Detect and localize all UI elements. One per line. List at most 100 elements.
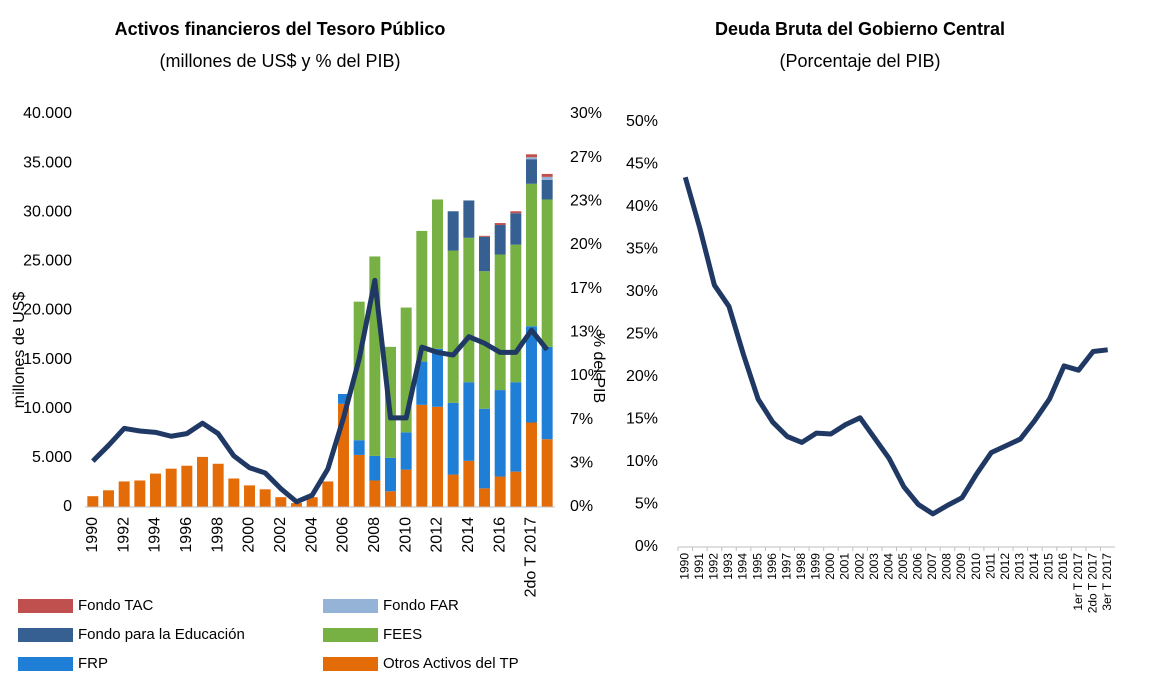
legend-label: Otros Activos del TP [383, 655, 519, 672]
x-tick-label: 1992 [115, 517, 132, 553]
x-tick-label: 1er T 2017 [1071, 553, 1085, 611]
legend-label: Fondo TAC [78, 597, 153, 614]
x-tick-label: 2000 [241, 517, 258, 553]
bar-segment [447, 474, 459, 507]
bar-segment [510, 211, 522, 214]
y2-tick-label: 20% [570, 236, 602, 253]
bar-segment [479, 488, 490, 507]
bar-segment [447, 211, 459, 251]
bar-segment [541, 346, 553, 440]
legend-swatch [18, 628, 73, 642]
x-tick-label: 2000 [823, 553, 837, 580]
y-tick-label: 10.000 [23, 400, 72, 417]
bar-segment [510, 382, 522, 472]
bar-segment [385, 457, 396, 492]
bar-segment [541, 179, 553, 200]
legend-label: FRP [78, 655, 108, 672]
bar-segment [244, 485, 255, 507]
bar-segment [494, 254, 506, 391]
bar-segment [150, 473, 161, 507]
legend-label: FEES [383, 626, 422, 643]
bar-segment [479, 408, 490, 489]
bar-segment [87, 496, 99, 507]
bar-segment [416, 230, 428, 362]
x-tick-label: 2012 [998, 553, 1012, 580]
y2-axis-label: % del PIB [590, 333, 607, 403]
x-tick-label: 1993 [721, 553, 735, 580]
bar-segment [510, 244, 522, 383]
bar-segment [369, 480, 381, 507]
bar-segment [541, 176, 553, 180]
y-tick-label: 35% [626, 241, 658, 258]
y2-tick-label: 17% [570, 280, 602, 297]
y-tick-label: 30.000 [23, 203, 72, 220]
x-tick-label: 2016 [491, 517, 508, 553]
bar-segment [494, 390, 506, 477]
legend-swatch [18, 599, 73, 613]
bar-segment [416, 404, 428, 507]
y-tick-label: 50% [626, 113, 658, 130]
legend-swatch [18, 657, 73, 671]
bar-segment [416, 361, 428, 405]
bar-segment [526, 154, 537, 158]
bar-segment [103, 490, 114, 507]
x-tick-label: 2004 [881, 553, 895, 580]
x-tick-label: 2012 [429, 517, 446, 553]
bar-segment [447, 250, 459, 403]
x-tick-label: 2008 [940, 553, 954, 580]
bar-segment [400, 307, 412, 433]
bar-segment [291, 503, 302, 507]
x-tick-label: 2016 [1056, 553, 1070, 580]
bar-segment [526, 159, 537, 184]
bar-segment [526, 157, 537, 160]
x-tick-label: 1992 [707, 553, 721, 580]
bar-segment [479, 236, 490, 272]
x-tick-label: 2002 [272, 517, 289, 553]
bar-segment [353, 454, 365, 507]
legend-swatch [323, 657, 378, 671]
y-tick-label: 25.000 [23, 253, 72, 270]
bar-segment [541, 199, 553, 347]
y2-tick-label: 13% [570, 324, 602, 341]
bar-segment [228, 478, 240, 507]
x-tick-label: 1998 [794, 553, 808, 580]
bar-segment [447, 402, 459, 475]
y2-tick-label: 30% [570, 105, 602, 122]
bar-segment [479, 235, 490, 237]
x-tick-label: 2002 [852, 553, 866, 580]
bar-segment [432, 199, 443, 349]
x-tick-label: 2015 [1042, 553, 1056, 580]
x-tick-label: 2006 [911, 553, 925, 580]
y-tick-label: 15% [626, 411, 658, 428]
x-tick-label: 1995 [750, 553, 764, 580]
bar-segment [541, 173, 553, 177]
x-tick-label: 1997 [779, 553, 793, 580]
y2-tick-label: 10% [570, 367, 602, 384]
x-tick-label: 1990 [677, 553, 691, 580]
bar-segment [181, 465, 193, 507]
legend-label: Fondo FAR [383, 597, 459, 614]
bar-segment [134, 480, 146, 507]
x-tick-label: 2013 [1012, 553, 1026, 580]
bar-segment [275, 497, 287, 507]
bar-segment [494, 476, 506, 507]
y-tick-label: 10% [626, 453, 658, 470]
x-tick-label: 2003 [867, 553, 881, 580]
y-tick-label: 5.000 [32, 449, 72, 466]
bar-segment [463, 382, 475, 461]
x-tick-label: 1996 [765, 553, 779, 580]
x-tick-label: 2010 [969, 553, 983, 580]
bar-segment [526, 422, 537, 507]
y-tick-label: 30% [626, 283, 658, 300]
x-tick-label: 2004 [303, 517, 320, 553]
bar-segment [353, 440, 365, 455]
x-tick-label: 2001 [838, 553, 852, 580]
line-series [91, 277, 550, 505]
x-tick-label: 2010 [397, 517, 414, 553]
bar-segment [510, 471, 522, 507]
bar-segment [400, 432, 412, 470]
bar-segment [212, 463, 224, 507]
bar-segment [463, 460, 475, 507]
y-axis-label: millones de US$ [11, 292, 28, 409]
bar-segment [369, 256, 381, 456]
